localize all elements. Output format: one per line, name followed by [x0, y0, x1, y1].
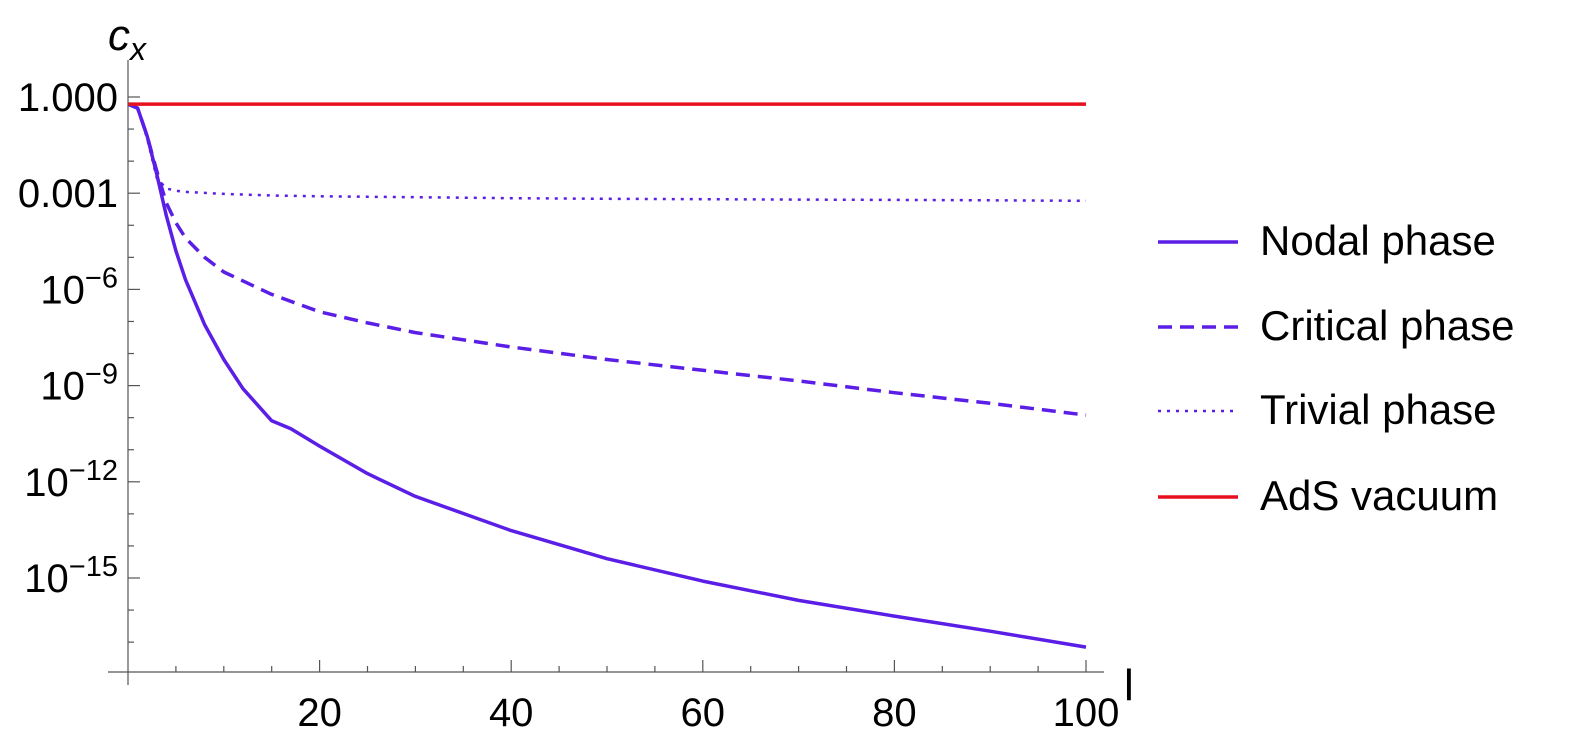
legend: Nodal phase Critical phase Trivial phase Ad… — [1158, 217, 1514, 519]
series-line-trivial-phase — [127, 102, 1087, 203]
x-tick-label: 20 — [297, 691, 342, 735]
x-tick-label: 100 — [1053, 691, 1120, 735]
y-tick-label: 10−6 — [40, 262, 118, 312]
y-tick-label: 0.001 — [18, 172, 118, 216]
legend-label: AdS vacuum — [1260, 472, 1498, 519]
legend-item: AdS vacuum — [1158, 472, 1498, 519]
y-tick-label: 10−12 — [24, 455, 118, 505]
x-tick-label: 80 — [872, 691, 917, 735]
y-axis-title: cx — [108, 11, 147, 67]
y-axis-title-sub: x — [128, 31, 147, 67]
x-tick-label: 60 — [681, 691, 726, 735]
legend-label: Nodal phase — [1260, 217, 1496, 264]
x-tick-label: 40 — [489, 691, 534, 735]
y-tick-label: 10−9 — [40, 359, 118, 409]
legend-item: Trivial phase — [1158, 386, 1497, 433]
legend-label: Trivial phase — [1260, 386, 1497, 433]
legend-item: Nodal phase — [1158, 217, 1496, 264]
y-tick-label: 10−15 — [24, 551, 118, 601]
series-line-nodal-phase — [127, 102, 1087, 649]
legend-item: Critical phase — [1158, 302, 1514, 349]
x-axis-title: l — [1124, 661, 1134, 710]
y-axis-title-main: c — [108, 11, 130, 60]
plot-lines — [127, 102, 1087, 649]
ticks: 20 40 60 80 100 1.000 0.001 10−6 10−9 10−12 10−15 — [18, 76, 1119, 735]
legend-label: Critical phase — [1260, 302, 1514, 349]
y-tick-label: 1.000 — [18, 76, 118, 120]
series-line-critical-phase — [127, 102, 1087, 417]
axes — [108, 60, 1104, 685]
